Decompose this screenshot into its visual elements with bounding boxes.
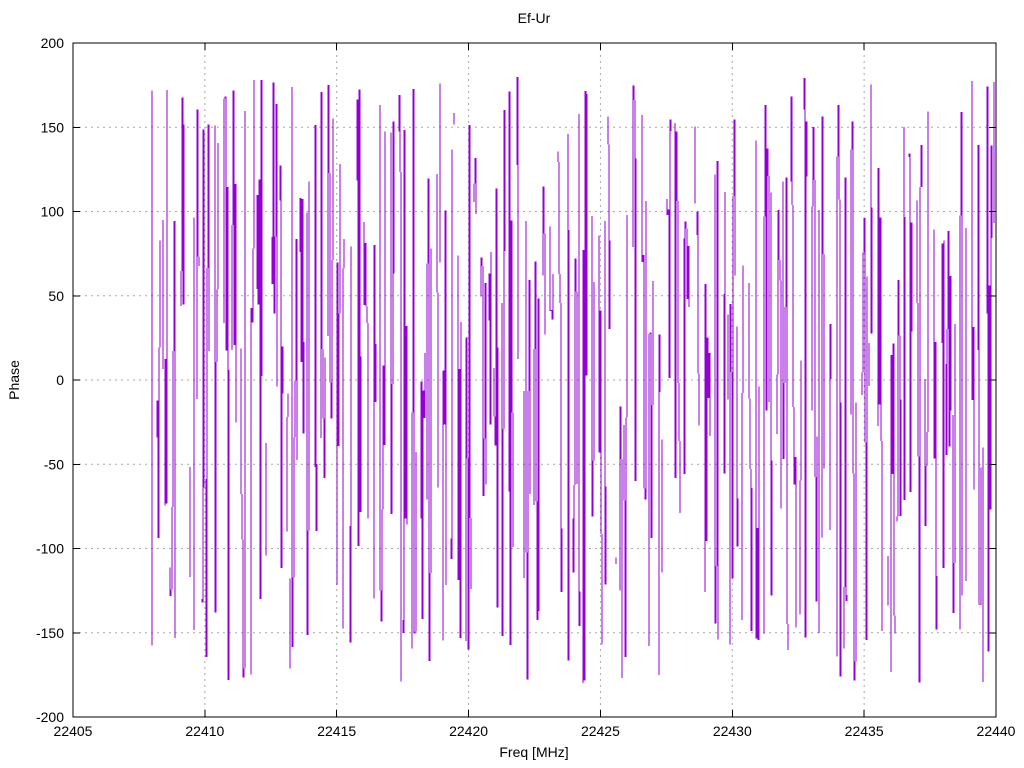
y-tick-label: -150 — [36, 625, 64, 641]
x-tick-label: 22405 — [54, 723, 93, 739]
x-tick-label: 22435 — [845, 723, 884, 739]
x-tick-label: 22430 — [713, 723, 752, 739]
x-tick-label: 22420 — [449, 723, 488, 739]
x-tick-label: 22410 — [185, 723, 224, 739]
x-tick-label: 22440 — [977, 723, 1016, 739]
axes-box — [72, 42, 997, 718]
y-tick-label: 200 — [41, 35, 65, 51]
y-tick-label: 50 — [48, 288, 64, 304]
tick-labels: 22405 22410 22415 22420 22425 22430 22435 22440… — [36, 35, 1016, 739]
y-tick-label: 100 — [41, 204, 65, 220]
chart-title: Ef-Ur — [518, 10, 551, 26]
x-tick-label: 22415 — [317, 723, 356, 739]
x-axis-label: Freq [MHz] — [499, 744, 568, 760]
y-tick-label: 0 — [56, 372, 64, 388]
y-axis-label: Phase — [6, 360, 22, 400]
y-tick-label: -100 — [36, 541, 64, 557]
phase-series — [151, 76, 995, 683]
y-tick-label: -50 — [44, 456, 64, 472]
y-tick-label: 150 — [41, 119, 65, 135]
x-tick-label: 22425 — [581, 723, 620, 739]
y-tick-label: -200 — [36, 709, 64, 725]
